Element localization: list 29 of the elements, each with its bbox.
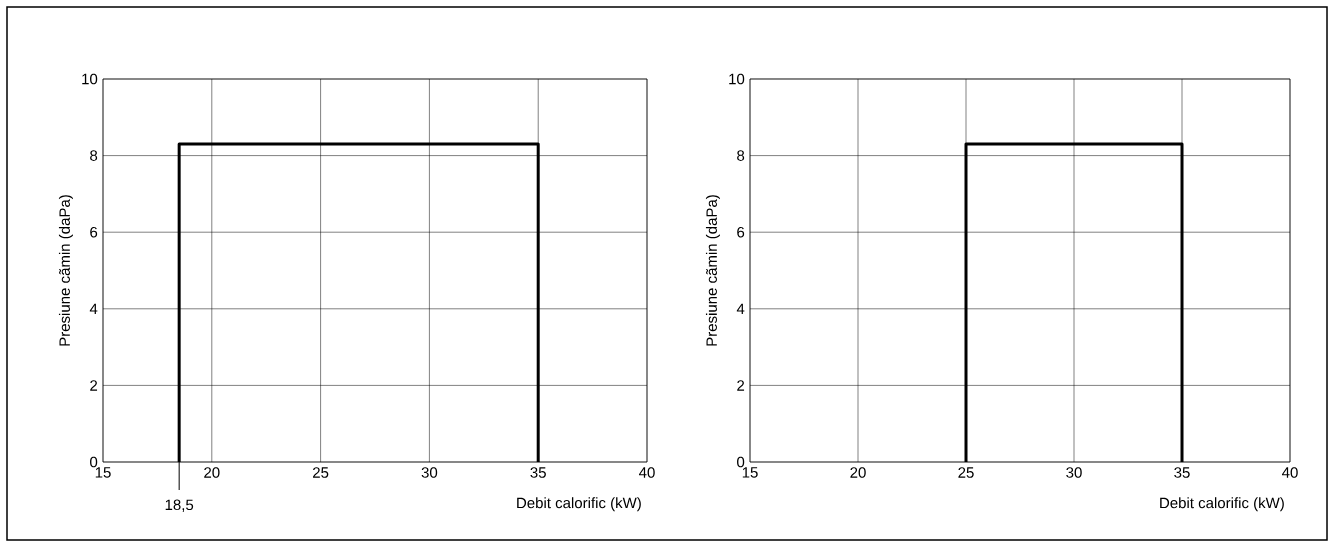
x-tick-label: 25 <box>958 467 974 478</box>
x-tick-label: 20 <box>850 467 866 478</box>
x-axis-title: Debit calorific (kW) <box>517 497 641 512</box>
y-tick-label: 2 <box>737 380 745 391</box>
x-axis-title: Debit calorific (kW) <box>1160 497 1284 512</box>
y-tick-label: 0 <box>90 456 98 468</box>
y-tick-label: 8 <box>90 150 98 161</box>
y-tick-label: 10 <box>729 73 745 85</box>
y-tick-label: 4 <box>89 303 98 314</box>
y-axis-title: Presiune cãmin (daPa) <box>705 195 720 346</box>
x-tick-label: 30 <box>1066 467 1082 478</box>
y-tick-label: 8 <box>737 150 745 161</box>
x-tick-label: 15 <box>95 467 111 478</box>
x-tick-label: 15 <box>742 467 758 478</box>
y-axis-title: Presiune cãmin (daPa) <box>58 195 73 346</box>
y-tick-label: 0 <box>737 456 745 468</box>
y-tick-label: 4 <box>736 303 745 314</box>
x-tick-label: 30 <box>421 467 438 478</box>
y-tick-label: 6 <box>90 226 98 238</box>
y-tick-label: 6 <box>737 226 745 238</box>
annotation: 18,5 <box>165 499 194 512</box>
x-tick-label: 35 <box>530 467 546 478</box>
x-tick-label: 40 <box>639 467 655 478</box>
x-tick-label: 40 <box>1282 467 1298 478</box>
y-tick-label: 2 <box>90 380 98 391</box>
x-tick-label: 35 <box>1174 467 1190 478</box>
y-tick-label: 10 <box>82 73 98 85</box>
x-tick-label: 25 <box>313 467 329 478</box>
x-tick-label: 20 <box>204 467 220 478</box>
